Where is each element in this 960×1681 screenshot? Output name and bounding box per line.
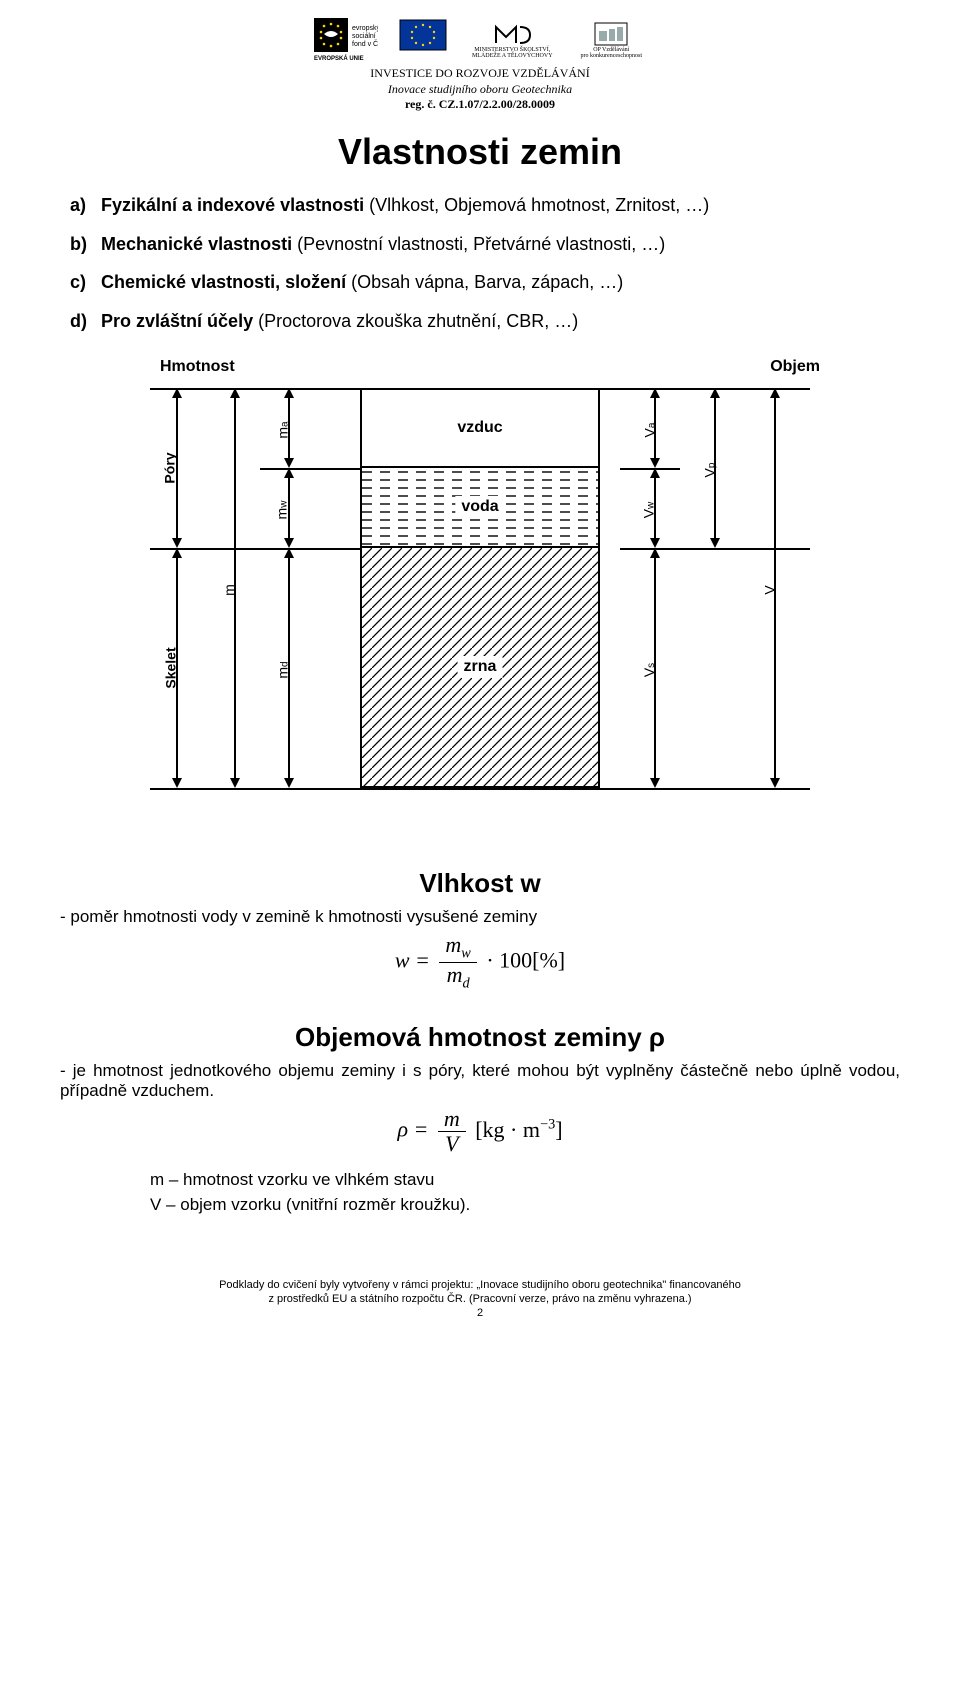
op-logo: OP Vzdělávání pro konkurenceschopnost <box>577 18 647 62</box>
formula-rho-lhs: ρ = <box>397 1117 428 1142</box>
phase-diagram: Hmotnost Objem vzduc voda zrna <box>60 358 900 838</box>
formula-rho-frac: m V <box>438 1107 466 1156</box>
ministry-line2: MLÁDEŽE A TĚLOVÝCHOVY <box>472 53 553 59</box>
label-skelet: Skelet <box>163 647 179 688</box>
label-va: Va <box>641 423 657 438</box>
list-item: b) Mechanické vlastnosti (Pevnostní vlas… <box>70 230 900 259</box>
section-heading-w: Vlhkost w <box>60 868 900 899</box>
footer-line-1: Podklady do cvičení byly vytvořeny v rám… <box>60 1278 900 1292</box>
list-bold: Mechanické vlastnosti <box>101 234 292 254</box>
page-footer: Podklady do cvičení byly vytvořeny v rám… <box>60 1278 900 1321</box>
label-v: V <box>762 585 778 594</box>
header-line-project: Inovace studijního oboru Geotechnika <box>60 82 900 98</box>
footer-line-2: z prostředků EU a státního rozpočtu ČR. … <box>60 1292 900 1306</box>
label-grain: zrna <box>458 656 503 678</box>
formula-rho-unit: [kg · m−3] <box>475 1117 562 1142</box>
formula-w: w = mw md · 100[%] <box>60 933 900 992</box>
list-item: c) Chemické vlastnosti, složení (Obsah v… <box>70 268 900 297</box>
list-bold: Fyzikální a indexové vlastnosti <box>101 195 364 215</box>
list-letter: b) <box>70 230 96 259</box>
tick-line <box>620 788 810 790</box>
label-m: m <box>221 584 237 596</box>
list-rest: (Pevnostní vlastnosti, Přetvárné vlastno… <box>292 234 665 254</box>
label-vp: Vp <box>701 463 717 478</box>
header-logos: evropský sociální fond v ČR EVROPSKÁ UNI… <box>60 18 900 62</box>
list-letter: c) <box>70 268 96 297</box>
tick-line <box>620 548 810 550</box>
op-line2: pro konkurenceschopnost <box>581 53 643 59</box>
diagram-heading-hmotnost: Hmotnost <box>160 358 235 376</box>
formula-rho: ρ = m V [kg · m−3] <box>60 1107 900 1156</box>
section-rho-desc: - je hmotnost jednotkového objemu zeminy… <box>60 1061 900 1101</box>
svg-text:EVROPSKÁ UNIE: EVROPSKÁ UNIE <box>314 55 364 62</box>
list-rest: (Obsah vápna, Barva, zápach, …) <box>346 272 623 292</box>
label-water: voda <box>455 496 504 518</box>
svg-text:sociální: sociální <box>352 33 376 40</box>
section-heading-rho: Objemová hmotnost zeminy ρ <box>60 1022 900 1053</box>
eu-flag-logo <box>398 18 448 62</box>
list-item: a) Fyzikální a indexové vlastnosti (Vlhk… <box>70 191 900 220</box>
tick-line <box>260 468 360 470</box>
phase-boxes: vzduc voda zrna <box>360 388 600 788</box>
phase-water: voda <box>360 468 600 548</box>
rho-note-v: V – objem vzorku (vnitřní rozměr kroužku… <box>150 1192 900 1218</box>
rho-notes: m – hmotnost vzorku ve vlhkém stavu V – … <box>150 1167 900 1218</box>
list-letter: d) <box>70 307 96 336</box>
list-rest: (Proctorova zkouška zhutnění, CBR, …) <box>253 311 578 331</box>
formula-w-frac: mw md <box>439 933 476 992</box>
label-ma: ma <box>275 421 291 438</box>
section-w-desc: - poměr hmotnosti vody v zemině k hmotno… <box>60 907 900 927</box>
label-pory: Póry <box>162 452 178 483</box>
list-bold: Chemické vlastnosti, složení <box>101 272 346 292</box>
label-md: md <box>275 661 291 678</box>
label-vs: Vs <box>641 663 657 677</box>
svg-text:evropský: evropský <box>352 25 378 32</box>
list-letter: a) <box>70 191 96 220</box>
list-bold: Pro zvláštní účely <box>101 311 253 331</box>
list-rest: (Vlhkost, Objemová hmotnost, Zrnitost, …… <box>364 195 709 215</box>
footer-page-number: 2 <box>60 1306 900 1320</box>
rho-note-m: m – hmotnost vzorku ve vlhkém stavu <box>150 1167 900 1193</box>
ministry-logo: MINISTERSTVO ŠKOLSTVÍ, MLÁDEŽE A TĚLOVÝC… <box>468 18 557 62</box>
header-line-invest: INVESTICE DO ROZVOJE VZDĚLÁVÁNÍ <box>60 66 900 82</box>
phase-air: vzduc <box>360 388 600 468</box>
formula-w-lhs: w = <box>395 948 430 973</box>
label-air: vzduc <box>451 417 508 439</box>
tick-line <box>150 788 620 790</box>
header-textblock: INVESTICE DO ROZVOJE VZDĚLÁVÁNÍ Inovace … <box>60 66 900 113</box>
diagram-heading-objem: Objem <box>770 358 820 376</box>
esf-logo: evropský sociální fond v ČR EVROPSKÁ UNI… <box>314 18 378 62</box>
phase-grain: zrna <box>360 548 600 788</box>
svg-text:fond v ČR: fond v ČR <box>352 39 378 48</box>
properties-list: a) Fyzikální a indexové vlastnosti (Vlhk… <box>70 191 900 336</box>
page-title: Vlastnosti zemin <box>60 131 900 173</box>
formula-w-tail: · 100[%] <box>486 948 565 973</box>
tick-line <box>150 388 620 390</box>
list-item: d) Pro zvláštní účely (Proctorova zkoušk… <box>70 307 900 336</box>
header-line-reg: reg. č. CZ.1.07/2.2.00/28.0009 <box>60 97 900 113</box>
label-vw: Vw <box>640 502 656 519</box>
label-mw: mw <box>273 501 289 520</box>
